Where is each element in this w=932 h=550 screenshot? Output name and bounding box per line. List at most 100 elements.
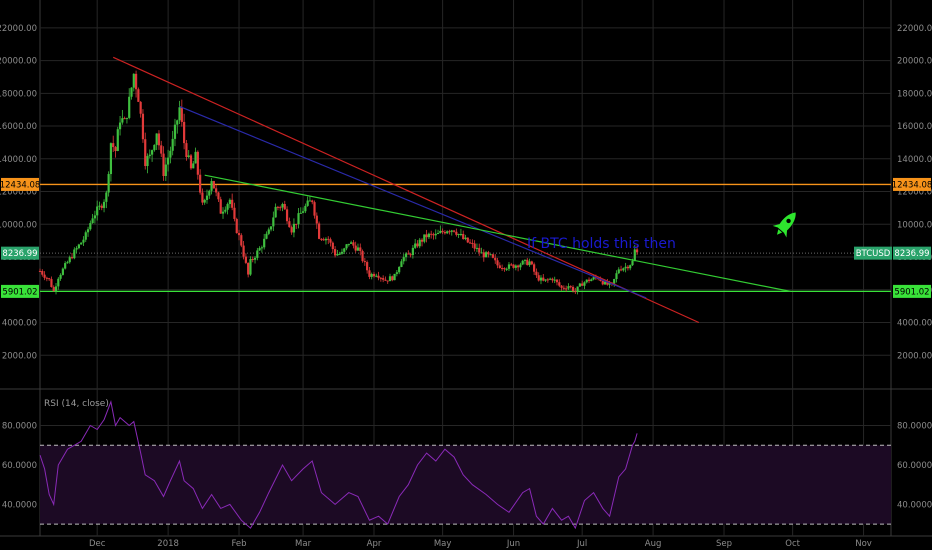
candle-body (340, 251, 344, 254)
candle-body (501, 268, 504, 270)
candle-body (299, 212, 302, 214)
candle-body (521, 260, 524, 265)
candle-body (629, 265, 632, 269)
candle-body (411, 247, 414, 256)
candle-body (443, 232, 447, 234)
candle-body (244, 256, 247, 263)
candle-body (263, 238, 266, 248)
annotation-text: If BTC holds this then (527, 236, 676, 252)
candle-body (475, 247, 479, 249)
candle-body (292, 223, 296, 233)
candle-body (226, 204, 229, 210)
candle-body (434, 233, 437, 236)
candle-body (189, 155, 193, 169)
last-price-label-right-bg (893, 246, 931, 260)
last-price-label-left-bg (1, 246, 39, 260)
candle-body (224, 209, 227, 212)
candle-body (489, 254, 492, 256)
candle-body (567, 286, 570, 289)
candle-body (555, 279, 559, 283)
candle-body (393, 273, 396, 281)
candle-body (155, 133, 158, 145)
candle-body (169, 150, 172, 158)
time-tick-label: Jul (576, 539, 587, 549)
horizontal-levels[interactable] (40, 183, 891, 293)
candle-body (450, 230, 453, 232)
candle-body (249, 259, 252, 275)
candle-body (617, 269, 620, 274)
candle-body (622, 268, 625, 271)
candle-body (414, 243, 417, 248)
candle-body (272, 217, 275, 227)
candle-body (478, 247, 481, 253)
candle-body (164, 164, 167, 177)
candle-body (569, 286, 572, 288)
candle-body (347, 243, 350, 245)
time-tick-label: Aug (645, 539, 662, 549)
candle-body (93, 215, 97, 219)
candle-body (482, 252, 485, 258)
rsi-series (39, 399, 638, 530)
candle-body (462, 233, 465, 240)
candle-body (242, 245, 245, 257)
price-tick-label-right: 12000.00 (897, 188, 932, 198)
candle-body (510, 264, 513, 266)
trend-lines[interactable] (112, 56, 791, 324)
candle-body (537, 275, 540, 281)
candle-body (366, 262, 369, 271)
candle-body (535, 271, 538, 276)
candle-body (102, 201, 106, 208)
candle-body (624, 266, 627, 269)
candle-body (352, 242, 355, 246)
rsi-tick-label-left: 60.0000 (2, 461, 37, 471)
price-tick-label-left: 20000.00 (0, 57, 37, 67)
candle-body (372, 273, 376, 277)
price-tick-label-right: 16000.00 (897, 122, 932, 132)
price-tick-label-right: 10000.00 (897, 220, 932, 230)
time-tick-label: Feb (231, 539, 246, 549)
candle-body (459, 233, 463, 235)
candle-body (530, 261, 533, 265)
candle-body (452, 230, 456, 232)
candle-body (359, 247, 362, 251)
candle-body (285, 209, 289, 222)
candle-body (233, 207, 236, 219)
resistance-label-right-bg (893, 177, 931, 191)
candle-body (317, 223, 321, 239)
candle-body (251, 259, 254, 261)
price-tick-label-left: 2000.00 (2, 351, 37, 361)
candle-body (356, 247, 360, 251)
price-tick-label-right: 14000.00 (897, 155, 932, 165)
candle-body (329, 239, 332, 243)
candle-body (237, 233, 241, 236)
candle-body (187, 155, 190, 158)
candle-body (416, 243, 419, 247)
support-label-left-bg (1, 284, 39, 298)
candle-body (626, 266, 630, 269)
rocket-icon (772, 212, 796, 238)
candle-body (112, 143, 115, 148)
price-tick-label-left: 14000.00 (0, 155, 37, 165)
candle-body (587, 279, 591, 282)
candle-body (59, 274, 62, 279)
candle-body (549, 278, 552, 280)
rsi-tick-label-right: 80.0000 (897, 422, 932, 432)
candle-body (505, 268, 508, 270)
candle-body (313, 202, 316, 216)
rsi-band-fill (40, 445, 891, 525)
candle-body (196, 151, 199, 175)
price-tick-label-right: 22000.00 (897, 24, 932, 34)
candle-body (425, 234, 428, 238)
candle-body (203, 199, 206, 203)
rsi-tick-label-left: 40.0000 (2, 500, 37, 510)
rsi-tick-label-left: 80.0000 (2, 422, 37, 432)
candle-body (123, 118, 126, 120)
time-tick-label: Jun (506, 539, 520, 549)
candle-body (281, 204, 284, 208)
candle-body (192, 163, 195, 169)
candle-body (118, 122, 122, 130)
price-tick-label-left: 12000.00 (0, 188, 37, 198)
candle-body (590, 279, 593, 282)
candle-body (395, 272, 398, 274)
